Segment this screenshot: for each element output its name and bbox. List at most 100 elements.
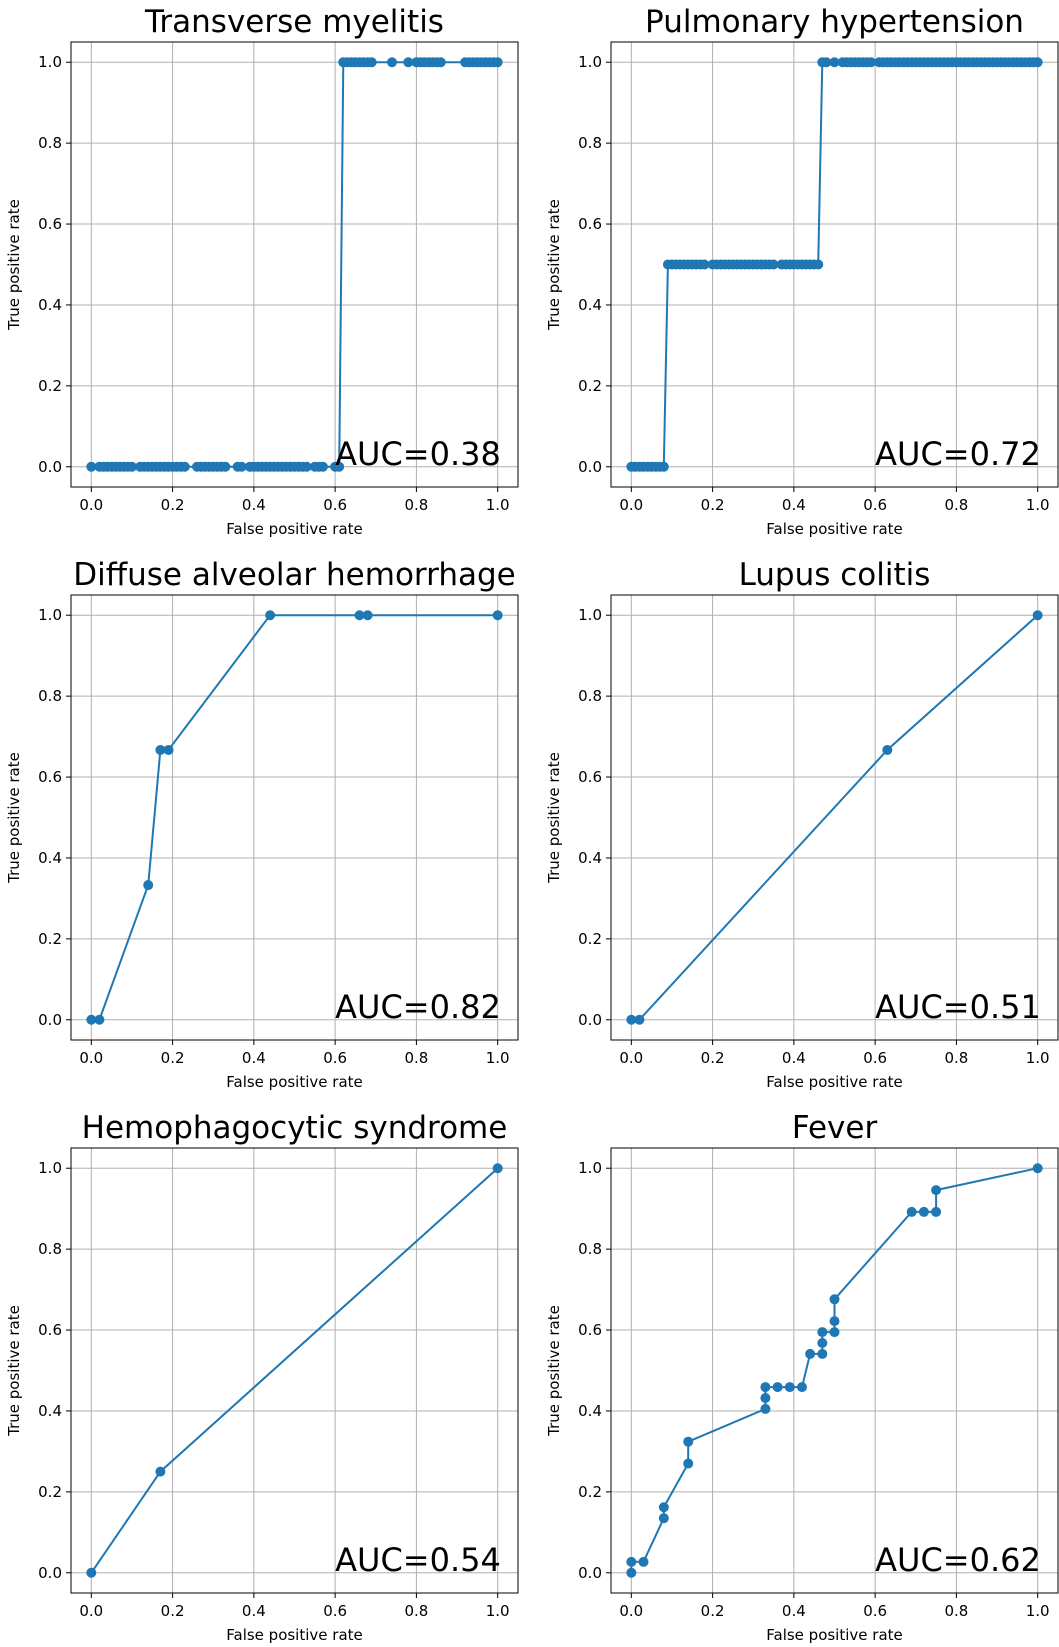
- chart-0-roc-point: [366, 57, 377, 68]
- chart-5-auc-annotation: AUC=0.62: [875, 1541, 1041, 1579]
- chart-5-roc-point: [683, 1436, 694, 1447]
- chart-5-roc-point: [760, 1393, 771, 1404]
- chart-2-roc-point: [86, 1014, 97, 1025]
- chart-0-xtick-label: 0.6: [323, 496, 347, 514]
- chart-2-x-axis-label: False positive rate: [226, 1073, 363, 1091]
- chart-3-x-axis-label: False positive rate: [766, 1073, 903, 1091]
- chart-5-roc-point: [760, 1382, 771, 1393]
- chart-0-roc-point: [236, 461, 247, 472]
- chart-2-panel: 0.0 0.2 0.4 0.6 0.8 1.0 0.0 0.2 0.4 0.6 0.8 1.0 Fals…: [5, 557, 519, 1091]
- chart-2-roc-point: [265, 610, 276, 621]
- chart-4-xtick-label: 0.2: [161, 1602, 185, 1620]
- chart-0-ytick-label: 0.0: [38, 458, 62, 476]
- chart-2-ytick-label: 0.0: [38, 1011, 62, 1029]
- chart-1-panel: 0.0 0.2 0.4 0.6 0.8 1.0 0.0 0.2 0.4 0.6 0.8 1.0 Fals…: [545, 4, 1059, 538]
- chart-1-roc-point: [699, 259, 710, 270]
- chart-4-ytick-label: 0.4: [38, 1402, 62, 1420]
- chart-0-ytick-label: 0.6: [38, 215, 62, 233]
- chart-5-roc-point: [626, 1567, 637, 1578]
- chart-5-roc-point: [658, 1513, 669, 1524]
- chart-5-panel: 0.0 0.2 0.4 0.6 0.8 1.0 0.0 0.2 0.4 0.6 0.8 1.0 Fals…: [545, 1110, 1059, 1644]
- chart-4-ytick-label: 0.0: [38, 1564, 62, 1582]
- chart-4-roc-point: [155, 1466, 166, 1477]
- chart-4-axes-frame: [70, 1147, 519, 1594]
- chart-0-roc-point: [126, 461, 137, 472]
- chart-5-ytick-label: 1.0: [578, 1159, 602, 1177]
- chart-3-ytick-label: 1.0: [578, 606, 602, 624]
- chart-0-xtick-label: 0.4: [242, 496, 266, 514]
- chart-0-xtick-label: 0.0: [79, 496, 103, 514]
- chart-0-ytick-label: 0.2: [38, 377, 62, 395]
- chart-0-ytick-label: 0.8: [38, 134, 62, 152]
- chart-2-y-axis-label: True positive rate: [5, 752, 23, 884]
- chart-5-roc-point: [638, 1556, 649, 1567]
- chart-2-xtick-label: 0.6: [323, 1049, 347, 1067]
- chart-0-roc-point: [179, 461, 190, 472]
- chart-5-roc-point: [817, 1337, 828, 1348]
- chart-1-roc-point: [829, 57, 840, 68]
- chart-5-roc-point: [829, 1327, 840, 1338]
- chart-3-panel: 0.0 0.2 0.4 0.6 0.8 1.0 0.0 0.2 0.4 0.6 0.8 1.0 Fals…: [545, 557, 1059, 1091]
- chart-4-roc-point: [86, 1567, 97, 1578]
- chart-1-ytick-label: 0.2: [578, 377, 602, 395]
- chart-2-roc-point: [94, 1014, 105, 1025]
- chart-5-ytick-label: 0.8: [578, 1240, 602, 1258]
- chart-5-xtick-label: 1.0: [1026, 1602, 1050, 1620]
- chart-5-xtick-label: 0.2: [701, 1602, 725, 1620]
- chart-5-roc-point: [918, 1206, 929, 1217]
- chart-0-xtick-label: 0.2: [161, 496, 185, 514]
- chart-2-xtick-label: 0.8: [404, 1049, 428, 1067]
- chart-0-x-axis-label: False positive rate: [226, 520, 363, 538]
- chart-4-x-axis-label: False positive rate: [226, 1626, 363, 1644]
- chart-3-roc-point: [634, 1014, 645, 1025]
- chart-5-roc-point: [796, 1382, 807, 1393]
- chart-1-ytick-label: 0.0: [578, 458, 602, 476]
- chart-0-axes-frame: [70, 41, 519, 488]
- chart-5-axes-frame: [610, 1147, 1059, 1594]
- chart-0-roc-point: [220, 461, 231, 472]
- chart-5-roc-point: [829, 1316, 840, 1327]
- chart-5-roc-point: [784, 1382, 795, 1393]
- chart-4-panel: 0.0 0.2 0.4 0.6 0.8 1.0 0.0 0.2 0.4 0.6 0.8 1.0 Fals…: [5, 1110, 519, 1644]
- chart-5-roc-point: [829, 1294, 840, 1305]
- chart-3-ytick-label: 0.0: [578, 1011, 602, 1029]
- chart-3-roc-point: [882, 744, 893, 755]
- chart-5-title: Fever: [792, 1110, 878, 1146]
- chart-0-roc-point: [435, 57, 446, 68]
- chart-0-xtick-label: 1.0: [486, 496, 510, 514]
- chart-2-xtick-label: 1.0: [486, 1049, 510, 1067]
- chart-5-roc-point: [817, 1348, 828, 1359]
- chart-3-xtick-label: 0.6: [863, 1049, 887, 1067]
- chart-1-xtick-label: 0.2: [701, 496, 725, 514]
- chart-1-y-axis-label: True positive rate: [545, 199, 563, 331]
- chart-2-axes-frame: [70, 594, 519, 1041]
- chart-5-xtick-label: 0.8: [944, 1602, 968, 1620]
- chart-0-ytick-label: 0.4: [38, 296, 62, 314]
- chart-3-xtick-label: 1.0: [1026, 1049, 1050, 1067]
- chart-5-ytick-label: 0.4: [578, 1402, 602, 1420]
- chart-1-title: Pulmonary hypertension: [645, 4, 1024, 40]
- chart-2-auc-annotation: AUC=0.82: [335, 988, 501, 1026]
- chart-2-ytick-label: 0.8: [38, 687, 62, 705]
- chart-5-y-axis-label: True positive rate: [545, 1305, 563, 1437]
- chart-0-title: Transverse myelitis: [144, 4, 444, 40]
- chart-2-xtick-label: 0.4: [242, 1049, 266, 1067]
- chart-5-roc-point: [683, 1458, 694, 1469]
- chart-3-ytick-label: 0.4: [578, 849, 602, 867]
- chart-4-xtick-label: 0.0: [79, 1602, 103, 1620]
- chart-5-ytick-label: 0.6: [578, 1321, 602, 1339]
- chart-0-roc-point: [317, 461, 328, 472]
- chart-3-title: Lupus colitis: [739, 557, 931, 593]
- chart-1-xtick-label: 0.6: [863, 496, 887, 514]
- chart-0-roc-point: [492, 57, 503, 68]
- chart-3-xtick-label: 0.2: [701, 1049, 725, 1067]
- chart-5-roc-point: [760, 1403, 771, 1414]
- chart-3-ytick-label: 0.2: [578, 930, 602, 948]
- chart-5-roc-point: [931, 1185, 942, 1196]
- chart-1-roc-point: [1032, 57, 1043, 68]
- chart-2-xtick-label: 0.2: [161, 1049, 185, 1067]
- chart-0-roc-point: [86, 461, 97, 472]
- chart-1-ytick-label: 0.6: [578, 215, 602, 233]
- chart-1-auc-annotation: AUC=0.72: [875, 435, 1041, 473]
